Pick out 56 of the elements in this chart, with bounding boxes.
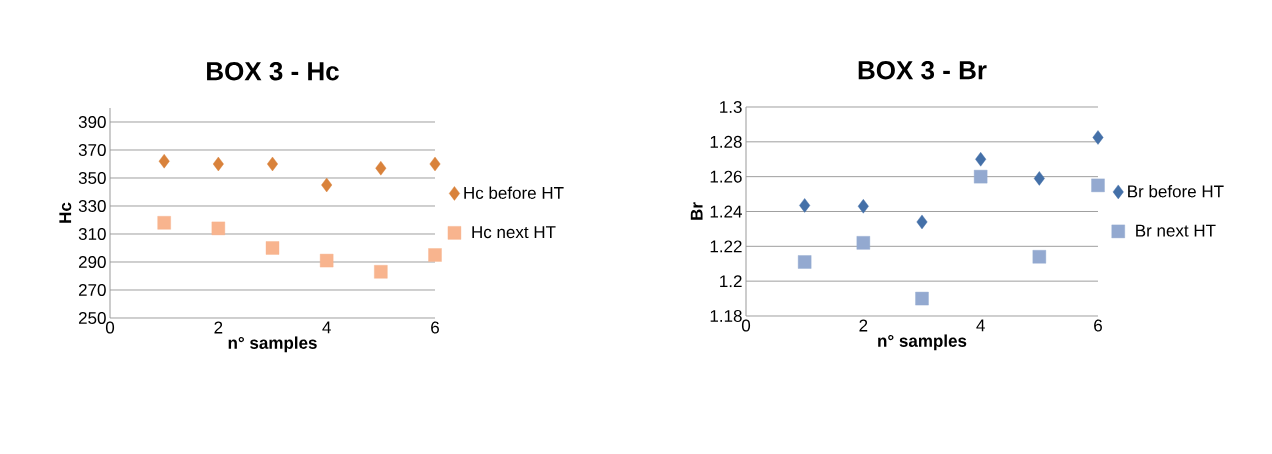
x-tick-label: 2 bbox=[859, 319, 868, 332]
point bbox=[915, 291, 929, 306]
point bbox=[973, 169, 988, 184]
y-tick-label: 1.3 bbox=[720, 100, 742, 114]
y-tick-label: 1.18 bbox=[710, 309, 742, 323]
point bbox=[916, 214, 928, 230]
chart-title: BOX 3 - Hc bbox=[207, 62, 339, 81]
y-tick-label: 250 bbox=[78, 311, 106, 325]
y-tick-label: 390 bbox=[78, 115, 106, 129]
point bbox=[1032, 250, 1047, 264]
x-tick-label: 4 bbox=[976, 319, 985, 332]
point bbox=[157, 216, 171, 230]
point bbox=[797, 255, 812, 269]
point bbox=[265, 241, 280, 255]
point bbox=[319, 253, 334, 268]
point bbox=[1091, 178, 1105, 193]
point bbox=[856, 236, 871, 250]
x-tick-label: 0 bbox=[741, 319, 751, 332]
y-tick-label: 1.22 bbox=[710, 240, 742, 253]
y-tick-label: 1.2 bbox=[720, 275, 742, 288]
point bbox=[428, 248, 442, 262]
x-tick-label: 2 bbox=[214, 321, 223, 334]
y-tick-label: 350 bbox=[78, 171, 106, 185]
y-tick-label: 1.26 bbox=[710, 170, 742, 183]
legend-label: Br before HT bbox=[1128, 184, 1224, 198]
y-tick-label: 1.24 bbox=[710, 205, 742, 218]
point bbox=[1092, 130, 1104, 145]
x-axis-title: n° samples bbox=[878, 334, 967, 351]
point bbox=[321, 177, 333, 193]
point bbox=[799, 198, 811, 213]
legend-label: Hc before HT bbox=[464, 186, 564, 199]
point bbox=[975, 152, 987, 167]
x-tick-label: 6 bbox=[431, 321, 439, 334]
point bbox=[212, 156, 224, 172]
x-tick-label: 0 bbox=[105, 321, 115, 334]
y-axis-title: Br bbox=[690, 202, 703, 220]
point bbox=[211, 221, 226, 236]
legend-label: Br next HT bbox=[1136, 224, 1216, 237]
x-tick-label: 4 bbox=[322, 321, 331, 334]
y-tick-label: 1.28 bbox=[710, 135, 742, 148]
point bbox=[857, 199, 869, 214]
point bbox=[429, 156, 441, 172]
point bbox=[158, 153, 170, 169]
y-tick-label: 270 bbox=[78, 283, 106, 297]
y-tick-label: 310 bbox=[78, 227, 106, 241]
point bbox=[1033, 171, 1045, 186]
x-tick-label: 6 bbox=[1094, 319, 1102, 332]
legend-label: Hc next HT bbox=[472, 226, 556, 239]
y-tick-label: 330 bbox=[78, 199, 106, 213]
chart-title: BOX 3 - Br bbox=[858, 61, 987, 80]
x-axis-title: n° samples bbox=[228, 336, 317, 353]
point bbox=[374, 265, 388, 279]
y-tick-label: 290 bbox=[78, 255, 106, 269]
y-tick-label: 370 bbox=[78, 143, 106, 157]
point bbox=[375, 160, 387, 176]
y-axis-title: Hc bbox=[59, 202, 72, 223]
